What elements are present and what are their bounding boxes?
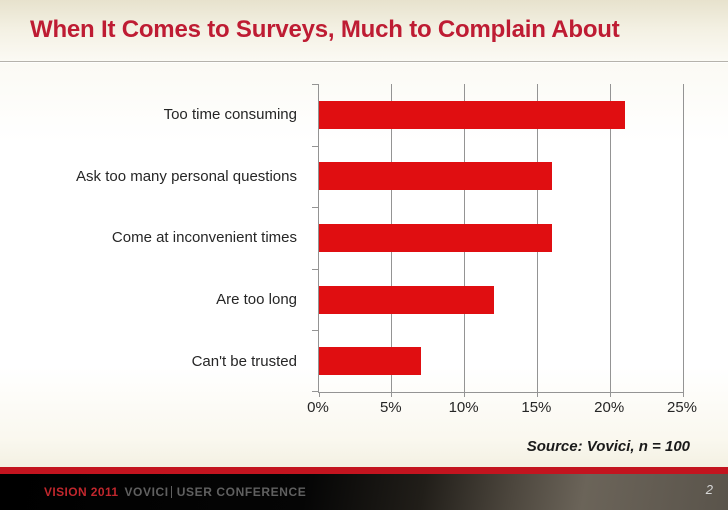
- x-axis-tick: [536, 392, 538, 397]
- y-axis-tick: [312, 145, 319, 147]
- x-axis-labels: 0% 5% 10% 15% 20% 25%: [307, 399, 697, 421]
- x-axis-tick: [609, 392, 611, 397]
- category-label: Too time consuming: [163, 106, 297, 124]
- bar-series-value: [319, 224, 552, 252]
- x-axis-tick-label: 5%: [379, 399, 402, 416]
- gridline: [609, 84, 611, 392]
- footer-text-divider: [170, 486, 172, 498]
- y-axis-tick: [312, 391, 319, 392]
- y-axis-tick: [312, 84, 319, 85]
- y-axis-tick: [312, 207, 319, 209]
- bar-series-value: [319, 285, 494, 314]
- category-label: Can't be trusted: [191, 352, 297, 370]
- bar-series-value: [319, 100, 625, 129]
- y-axis-tick: [312, 330, 319, 332]
- x-axis-tick: [391, 392, 393, 397]
- x-axis-tick-label: 0%: [307, 399, 329, 416]
- gridline: [682, 84, 684, 392]
- slide-title: When It Comes to Surveys, Much to Compla…: [30, 16, 620, 43]
- footer-accent-stripe: [0, 467, 728, 474]
- x-axis-tick: [464, 392, 466, 397]
- category-label: Ask too many personal questions: [76, 167, 297, 185]
- page-number: 2: [705, 482, 713, 497]
- category-axis: Too time consuming Ask too many personal …: [0, 84, 306, 392]
- x-axis-tick-label: 15%: [521, 399, 552, 416]
- category-label: Are too long: [216, 291, 297, 309]
- bar-series-value: [319, 162, 552, 191]
- footer-event: USER CONFERENCE: [176, 485, 307, 499]
- x-axis-tick-label: 10%: [448, 399, 479, 416]
- x-axis-tick: [318, 392, 320, 397]
- bar-series-value: [319, 347, 421, 376]
- plot-area: [312, 84, 684, 397]
- x-axis-tick: [682, 392, 684, 397]
- title-divider: [0, 61, 728, 62]
- footer: VISION 2011 VOVICI USER CONFERENCE 2: [0, 474, 728, 510]
- footer-company: VOVICI: [124, 485, 169, 499]
- x-axis-tick-label: 20%: [594, 399, 625, 416]
- category-label: Come at inconvenient times: [111, 229, 297, 247]
- x-axis-tick-label: 25%: [666, 399, 698, 416]
- y-axis-tick: [312, 268, 319, 270]
- source-note: Source: Vovici, n = 100: [526, 438, 690, 455]
- footer-brand: VISION 2011: [44, 485, 119, 499]
